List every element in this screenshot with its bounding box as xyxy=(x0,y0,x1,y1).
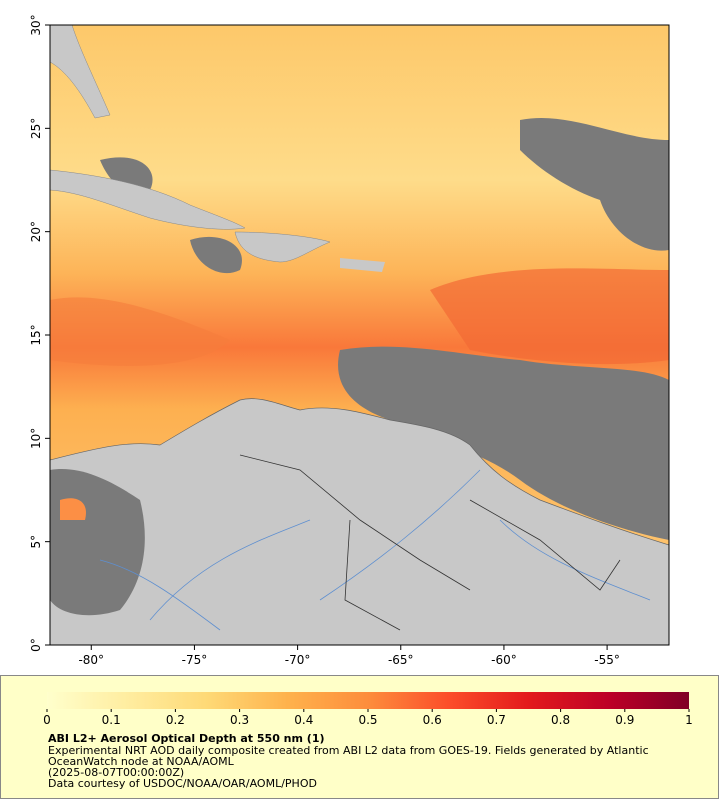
colorbar-tick-label: 0.2 xyxy=(166,713,185,727)
y-tick-label: 30° xyxy=(29,14,43,35)
x-tick-label: -80° xyxy=(78,653,104,667)
colorbar-tick-label: 0.3 xyxy=(230,713,249,727)
caption-line: (2025-08-07T00:00:00Z) xyxy=(48,766,184,779)
colorbar xyxy=(47,692,689,709)
colorbar-tick-label: 0.6 xyxy=(423,713,442,727)
cloud xyxy=(520,117,669,251)
y-tick-label: 20° xyxy=(29,221,43,242)
x-tick-label: -60° xyxy=(491,653,517,667)
colorbar-tick-label: 0.8 xyxy=(551,713,570,727)
caption-line: Experimental NRT AOD daily composite cre… xyxy=(48,744,649,757)
x-tick-label: -75° xyxy=(182,653,208,667)
caption-line: Data courtesy of USDOC/NOAA/OAR/AOML/PHO… xyxy=(48,777,317,790)
colorbar-tick-label: 0.4 xyxy=(294,713,313,727)
border xyxy=(239,454,621,631)
caption-title: ABI L2+ Aerosol Optical Depth at 550 nm … xyxy=(48,732,325,745)
colorbar-axis: 0 0.1 0.2 0.3 0.4 0.5 0.6 0.7 0.8 0.9 1 xyxy=(43,709,693,727)
colorbar-tick-label: 0.5 xyxy=(358,713,377,727)
colorbar-tick-label: 0 xyxy=(43,713,51,727)
land xyxy=(50,25,111,119)
colorbar-tick-label: 0.9 xyxy=(615,713,634,727)
cloud xyxy=(100,157,153,194)
y-tick-label: 5° xyxy=(29,535,43,549)
aod-high xyxy=(50,297,230,366)
cloud xyxy=(338,346,669,540)
x-tick-label: -55° xyxy=(594,653,620,667)
land xyxy=(50,169,246,230)
land xyxy=(234,231,331,263)
land xyxy=(50,398,669,645)
colorbar-tick-label: 0.1 xyxy=(102,713,121,727)
y-tick-label: 10° xyxy=(29,428,43,449)
aod-patch xyxy=(60,498,86,520)
x-tick-label: -65° xyxy=(388,653,414,667)
y-tick-label: 0° xyxy=(29,638,43,652)
caption-line: OceanWatch node at NOAA/AOML xyxy=(48,755,235,768)
river xyxy=(99,469,651,631)
land xyxy=(340,258,385,272)
y-tick-label: 25° xyxy=(29,118,43,139)
x-tick-label: -70° xyxy=(285,653,311,667)
cloud xyxy=(190,236,242,274)
y-tick-label: 15° xyxy=(29,324,43,345)
colorbar-tick-label: 1 xyxy=(685,713,693,727)
map xyxy=(50,25,669,645)
aod-high xyxy=(430,268,669,365)
axes: -80° -75° -70° -65° -60° -55° 0° 5° 10° 15° 20° 25°… xyxy=(29,14,620,667)
colorbar-tick-label: 0.7 xyxy=(487,713,506,727)
